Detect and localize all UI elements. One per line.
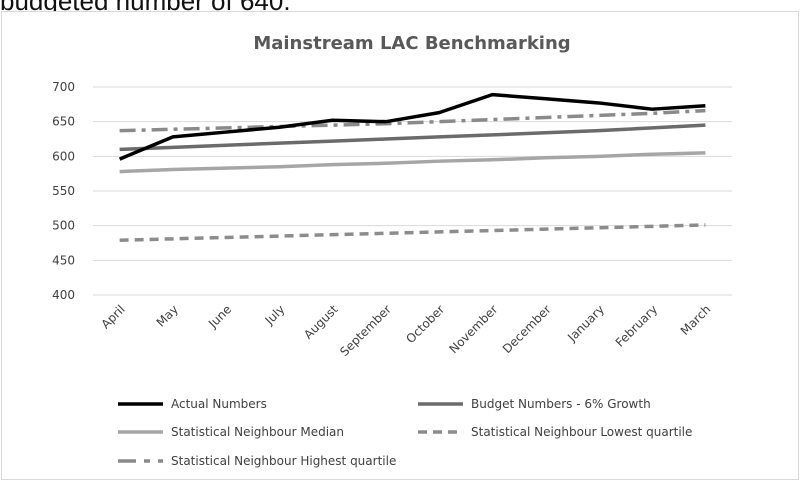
legend-label: Statistical Neighbour Lowest quartile: [471, 425, 692, 439]
y-axis-ticks: 400 450 500 550 600 650 700: [52, 80, 75, 302]
x-tick-label: November: [446, 302, 500, 356]
legend-label: Statistical Neighbour Median: [171, 425, 344, 439]
x-tick-label: January: [564, 302, 607, 345]
x-tick-label: April: [98, 302, 127, 331]
x-tick-label: March: [678, 302, 714, 338]
series-line-4: [119, 108, 706, 133]
series-line-1: [119, 123, 706, 152]
chart-title: Mainstream LAC Benchmarking: [253, 33, 570, 54]
y-tick-label: 400: [52, 288, 75, 302]
chart-frame: [1, 11, 799, 480]
y-tick-label: 600: [52, 149, 75, 163]
y-tick-label: 550: [52, 184, 75, 198]
series-line-2: [119, 151, 706, 174]
y-tick-label: 700: [52, 80, 75, 94]
legend-label: Actual Numbers: [171, 397, 267, 411]
gridlines: [93, 86, 732, 296]
x-tick-label: June: [205, 302, 234, 331]
legend: Actual Numbers Budget Numbers - 6% Growth…: [118, 397, 692, 468]
x-tick-label: August: [301, 302, 341, 342]
x-tick-label: October: [403, 302, 447, 346]
legend-label: Statistical Neighbour Highest quartile: [171, 454, 396, 468]
x-tick-label: February: [613, 302, 661, 350]
series-line-3: [119, 223, 706, 242]
x-tick-label: September: [337, 302, 394, 359]
y-tick-label: 650: [52, 115, 75, 129]
y-tick-label: 500: [52, 219, 75, 233]
x-tick-label: December: [500, 302, 554, 356]
series-lines: [118, 92, 706, 242]
x-tick-label: May: [154, 302, 181, 329]
x-tick-label: July: [262, 302, 288, 328]
y-tick-label: 450: [52, 253, 75, 267]
series-line-0: [118, 92, 706, 161]
legend-label: Budget Numbers - 6% Growth: [471, 397, 651, 411]
